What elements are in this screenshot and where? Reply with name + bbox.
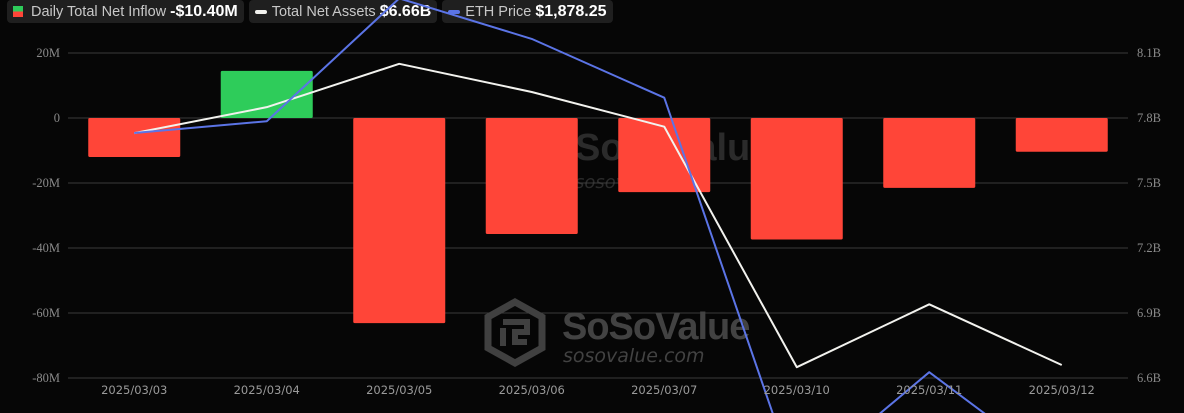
bar[interactable]: [618, 118, 711, 193]
x-axis-tick: 2025/03/04: [234, 383, 300, 397]
svg-text:SoSoValue: SoSoValue: [562, 306, 749, 348]
right-axis-tick: 8.1B: [1137, 46, 1161, 60]
left-axis-tick: 20M: [36, 46, 60, 60]
watermark-large: SoSoValue sosovalue.com: [484, 297, 750, 368]
legend-inflow-label: Daily Total Net Inflow: [31, 3, 167, 20]
eth-price-line[interactable]: [134, 0, 1062, 413]
right-axis-tick: 7.8B: [1137, 111, 1161, 125]
sosovalue-logo-icon: [484, 297, 546, 368]
legend-inflow[interactable]: Daily Total Net Inflow -$10.40M: [7, 0, 244, 23]
assets-swatch-icon: [254, 9, 267, 14]
x-axis-tick: 2025/03/03: [101, 383, 167, 397]
right-axis-tick: 6.9B: [1137, 306, 1161, 320]
eth-swatch-icon: [448, 9, 461, 14]
left-axis-tick: -60M: [32, 306, 60, 320]
legend-assets-label: Total Net Assets: [271, 3, 376, 20]
axes: 20M 0 -20M -40M -60M -80M 8.1B 7.8B 7.5B 7.2B 6.9B…: [32, 46, 1161, 397]
legend-inflow-value: -$10.40M: [170, 2, 238, 20]
right-axis-tick: 6.6B: [1137, 371, 1161, 385]
legend-assets-value: $6.66B: [379, 2, 432, 20]
bar[interactable]: [220, 70, 313, 118]
left-axis-tick: -20M: [32, 176, 60, 190]
x-axis-tick: 2025/03/12: [1029, 383, 1095, 397]
x-axis-tick: 2025/03/10: [764, 383, 830, 397]
right-axis-tick: 7.5B: [1137, 176, 1161, 190]
line-series: [134, 0, 1063, 413]
x-axis-tick: 2025/03/07: [631, 383, 697, 397]
x-axis-tick: 2025/03/11: [896, 383, 962, 397]
svg-text:sosovalue.com: sosovalue.com: [563, 345, 705, 367]
bar[interactable]: [485, 118, 578, 235]
inflow-swatch-icon: [13, 6, 23, 17]
left-axis-tick: -80M: [32, 371, 60, 385]
legend-eth[interactable]: ETH Price $1,878.25: [442, 0, 613, 23]
bar[interactable]: [1015, 118, 1108, 152]
left-axis-tick: -40M: [32, 241, 60, 255]
bar-series: [88, 70, 1108, 324]
gridlines: [68, 52, 1128, 379]
x-axis-tick: 2025/03/06: [499, 383, 565, 397]
left-axis-tick: 0: [54, 111, 60, 125]
bar[interactable]: [353, 118, 446, 324]
bar[interactable]: [883, 118, 976, 188]
bar[interactable]: [88, 118, 181, 157]
legend-eth-value: $1,878.25: [535, 2, 607, 20]
bar[interactable]: [750, 118, 843, 240]
x-axis-tick: 2025/03/05: [366, 383, 432, 397]
legend-eth-label: ETH Price: [465, 3, 532, 20]
right-axis-tick: 7.2B: [1137, 241, 1161, 255]
